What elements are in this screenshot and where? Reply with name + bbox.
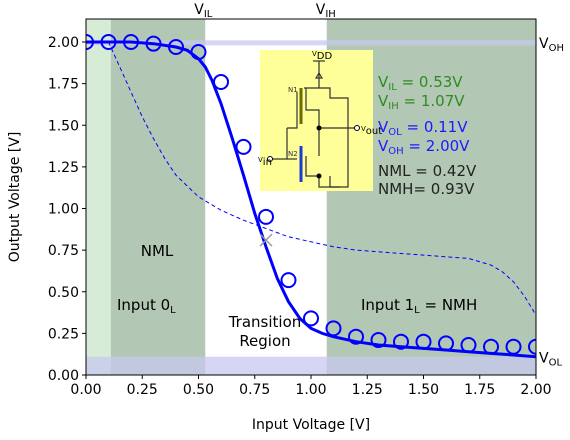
legend-text-5: NMH= 0.93V [378, 180, 475, 198]
marker-point [235, 138, 252, 155]
marker-point [348, 328, 364, 345]
y-tick-label: 1.50 [48, 118, 79, 134]
marker-point [258, 208, 274, 225]
marker-point [370, 332, 387, 349]
right-label-oh: VOH [539, 36, 564, 54]
vout-label: Vout [361, 125, 382, 137]
x-tick-label: 0.00 [70, 382, 101, 398]
nml-label: NML [141, 242, 174, 260]
x-tick-label: 1.75 [464, 382, 495, 398]
marker-point [123, 34, 139, 50]
legend-text-4: NML = 0.42V [378, 162, 477, 180]
y-tick-label: 0.00 [48, 368, 79, 384]
marker-point [393, 333, 409, 350]
x-tick-label: 0.50 [183, 382, 214, 398]
x-tick-label: 1.50 [408, 382, 439, 398]
marker-point [213, 73, 229, 90]
marker-point [303, 310, 319, 327]
marker-point [280, 272, 297, 289]
marker-point [190, 43, 207, 60]
vdd-arrow [314, 72, 324, 79]
x-axis-label: Input Voltage [V] [252, 417, 370, 433]
x-tick-label: 0.75 [239, 382, 270, 398]
band-1 [86, 356, 536, 375]
inset-background [260, 50, 373, 191]
y-tick-label: 0.50 [48, 285, 79, 301]
y-tick-label: 1.75 [48, 77, 79, 93]
marker-point [438, 335, 454, 352]
marker-point [528, 338, 536, 355]
legend-text-2: VOL = 0.11V [378, 118, 468, 138]
series-layer [86, 34, 536, 359]
vout-terminal [354, 125, 360, 131]
x-tick-label: 1.00 [295, 382, 326, 398]
marker-point [483, 338, 499, 355]
y-axis-label: Output Voltage [V] [7, 132, 23, 263]
x-tick-label: 1.25 [352, 382, 383, 398]
marker-point [505, 338, 522, 355]
annotations: VIL VIH VOH VOL NML Input 0L Input 1L = NMH Tra… [117, 2, 564, 369]
marker-point [86, 34, 94, 50]
top-label-il: VIL [194, 2, 213, 20]
region-1 [110, 19, 206, 375]
y-tick-label: 1.00 [48, 202, 79, 218]
y-tick-label: 1.25 [48, 160, 79, 176]
vin-label: Vin [258, 156, 272, 168]
y-tick-label: 0.25 [48, 326, 79, 342]
out-node [316, 125, 322, 131]
legend-text-3: VOH = 2.00V [378, 137, 470, 157]
legend-text-0: VIL = 0.53V [378, 73, 463, 93]
transition-label-2: Region [239, 332, 290, 350]
right-label-ol: VOL [539, 351, 562, 369]
plot-area [86, 19, 536, 375]
mirrored-vtc-curve [108, 41, 536, 316]
n2-label: N2 [288, 150, 298, 158]
vdd-label: VDD [312, 50, 332, 62]
legend-text-1: VIH = 1.07V [378, 92, 465, 112]
n1-gate [287, 92, 298, 129]
marker-point [145, 35, 162, 52]
vin-terminal [267, 156, 273, 162]
marker-point [168, 38, 184, 55]
y-tick-label: 0.75 [48, 243, 79, 259]
n2-node [316, 173, 322, 179]
band-0 [86, 40, 536, 46]
axes: 0.00 0.25 0.50 0.75 1.00 1.25 1.50 1.75 2.00 0.00… [7, 35, 552, 433]
transition-label-1: Transition [228, 313, 302, 331]
top-label-ih: VIH [316, 2, 336, 20]
input0-label: Input 0L [117, 296, 176, 316]
n1-source [305, 88, 320, 128]
crossing-marker [259, 233, 273, 247]
cmos-inverter-inset: VDD Vout Vin N1 N2 [258, 50, 382, 191]
x-tick-label: 2.00 [520, 382, 551, 398]
input1-label: Input 1L = NMH [361, 296, 477, 316]
n1-label: N1 [288, 86, 298, 94]
x-tick-label: 0.25 [127, 382, 158, 398]
region-0 [86, 19, 111, 375]
marker-point [100, 34, 117, 50]
marker-point [460, 337, 477, 354]
marker-point [325, 320, 342, 337]
marker-point [415, 333, 432, 350]
y-tick-label: 2.00 [48, 35, 79, 51]
